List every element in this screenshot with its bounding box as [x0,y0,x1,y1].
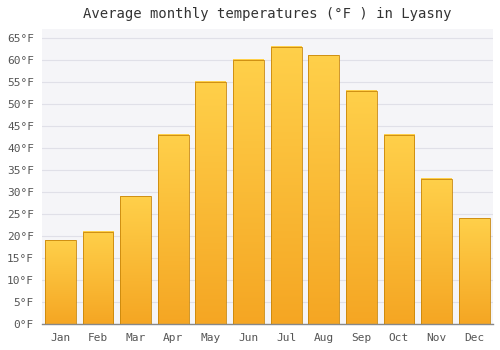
Bar [459,218,490,324]
Bar [45,240,76,324]
Bar [158,135,188,324]
Bar [233,60,264,324]
Bar [196,82,226,324]
Bar [120,196,151,324]
Title: Average monthly temperatures (°F ) in Lyasny: Average monthly temperatures (°F ) in Ly… [83,7,452,21]
Bar [308,55,339,324]
Bar [346,91,377,324]
Bar [270,47,302,324]
Bar [82,232,114,324]
Bar [421,179,452,324]
Bar [384,135,414,324]
